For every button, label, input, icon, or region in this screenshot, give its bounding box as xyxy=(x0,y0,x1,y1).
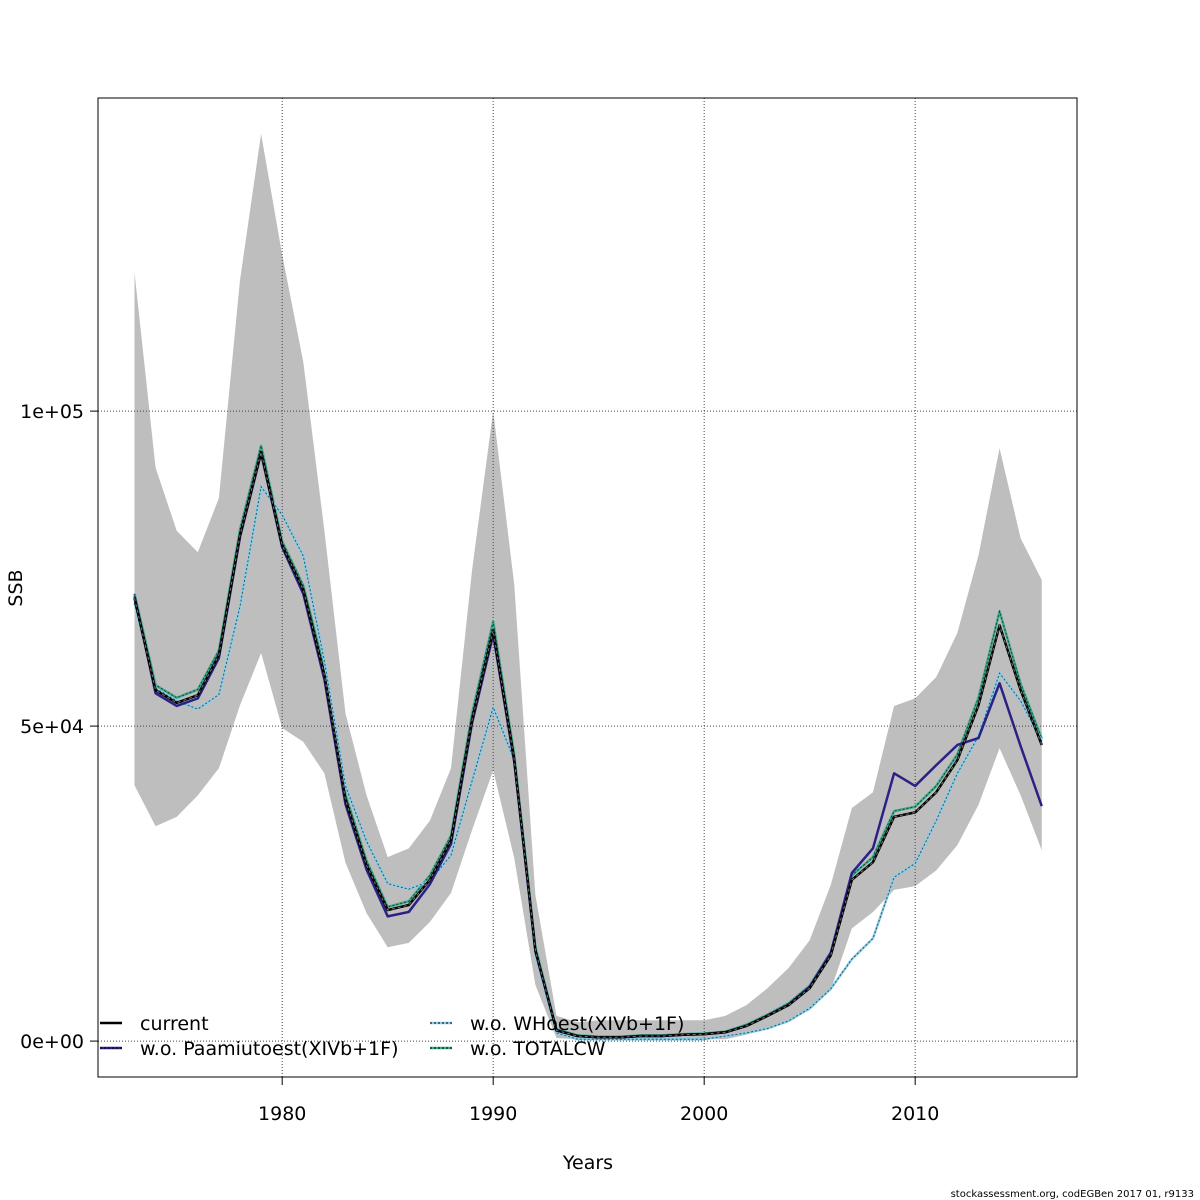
series-line-w-o-totalcw-dots xyxy=(134,445,1043,1038)
y-tick-label: 1e+05 xyxy=(20,401,84,423)
x-axis-label: Years xyxy=(562,1152,613,1174)
x-tick-label: 2000 xyxy=(680,1103,728,1125)
x-tick-label: 1990 xyxy=(469,1103,517,1125)
x-tick-label: 1980 xyxy=(258,1103,306,1125)
legend: current w.o. Paamiutoest(XIVb+1F) w.o. WHo… xyxy=(100,1013,684,1060)
y-tick-label: 5e+04 xyxy=(20,716,84,738)
x-tick-label: 2010 xyxy=(891,1103,939,1125)
footer-credit: stockassessment.org, codEGBen 2017 01, r… xyxy=(951,1189,1194,1200)
series-line-w-o-whoest-xivb-1f-dots xyxy=(134,485,1043,1040)
axis-layer: 1980 1990 2000 2010 0e+00 5e+04 1e+05 xyxy=(20,401,939,1125)
confidence-band xyxy=(134,133,1042,1040)
legend-label: w.o. Paamiutoest(XIVb+1F) xyxy=(140,1038,398,1060)
confidence-band-layer xyxy=(134,133,1042,1040)
legend-label: current xyxy=(140,1013,209,1035)
y-axis-label: SSB xyxy=(5,569,27,606)
legend-label: w.o. WHoest(XIVb+1F) xyxy=(470,1013,684,1035)
grid-layer xyxy=(98,98,1077,1077)
series-layer xyxy=(133,444,1043,1041)
legend-label: w.o. TOTALCW xyxy=(470,1038,606,1060)
series-line-current-dash xyxy=(134,451,1043,1038)
plot-frame xyxy=(97,97,1078,1078)
y-tick-label: 0e+00 xyxy=(20,1031,84,1053)
